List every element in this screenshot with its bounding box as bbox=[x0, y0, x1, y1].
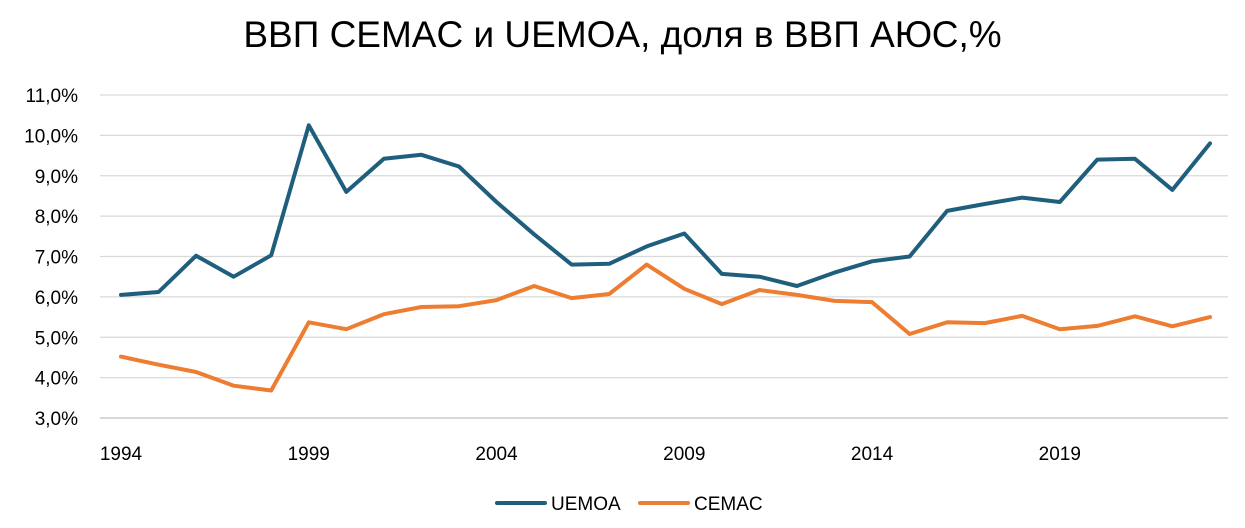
y-tick-label: 5,0% bbox=[35, 328, 78, 349]
axes: 3,0% 4,0% 5,0% 6,0% 7,0% 8,0% 9,0% 10,0% 11,0% 19… bbox=[24, 86, 1081, 465]
chart-title: ВВП CEMAC и UEMOA, доля в ВВП АЮС,% bbox=[243, 14, 1002, 55]
y-tick-label: 11,0% bbox=[26, 86, 79, 107]
y-tick-label: 4,0% bbox=[35, 369, 78, 390]
y-tick-label: 7,0% bbox=[35, 248, 78, 269]
series-lines bbox=[119, 123, 1212, 393]
y-tick-label: 3,0% bbox=[35, 409, 78, 430]
x-tick-label: 2009 bbox=[663, 444, 705, 465]
legend-label-cemac: CEMAC bbox=[694, 494, 763, 515]
gridlines bbox=[100, 94, 1228, 419]
y-tick-label: 8,0% bbox=[35, 207, 78, 228]
legend-label-uemoa: UEMOA bbox=[551, 494, 621, 515]
x-tick-label: 2019 bbox=[1039, 444, 1081, 465]
legend: UEMOA CEMAC bbox=[495, 494, 763, 515]
series-line-uemoa bbox=[119, 123, 1212, 297]
series-line-cemac bbox=[119, 262, 1212, 393]
y-tick-label: 9,0% bbox=[35, 167, 78, 188]
y-tick-label: 6,0% bbox=[35, 288, 78, 309]
x-tick-label: 1994 bbox=[100, 444, 143, 465]
x-tick-label: 2014 bbox=[851, 444, 894, 465]
x-tick-label: 2004 bbox=[475, 444, 518, 465]
y-tick-label: 10,0% bbox=[24, 126, 78, 147]
x-tick-label: 1999 bbox=[288, 444, 330, 465]
